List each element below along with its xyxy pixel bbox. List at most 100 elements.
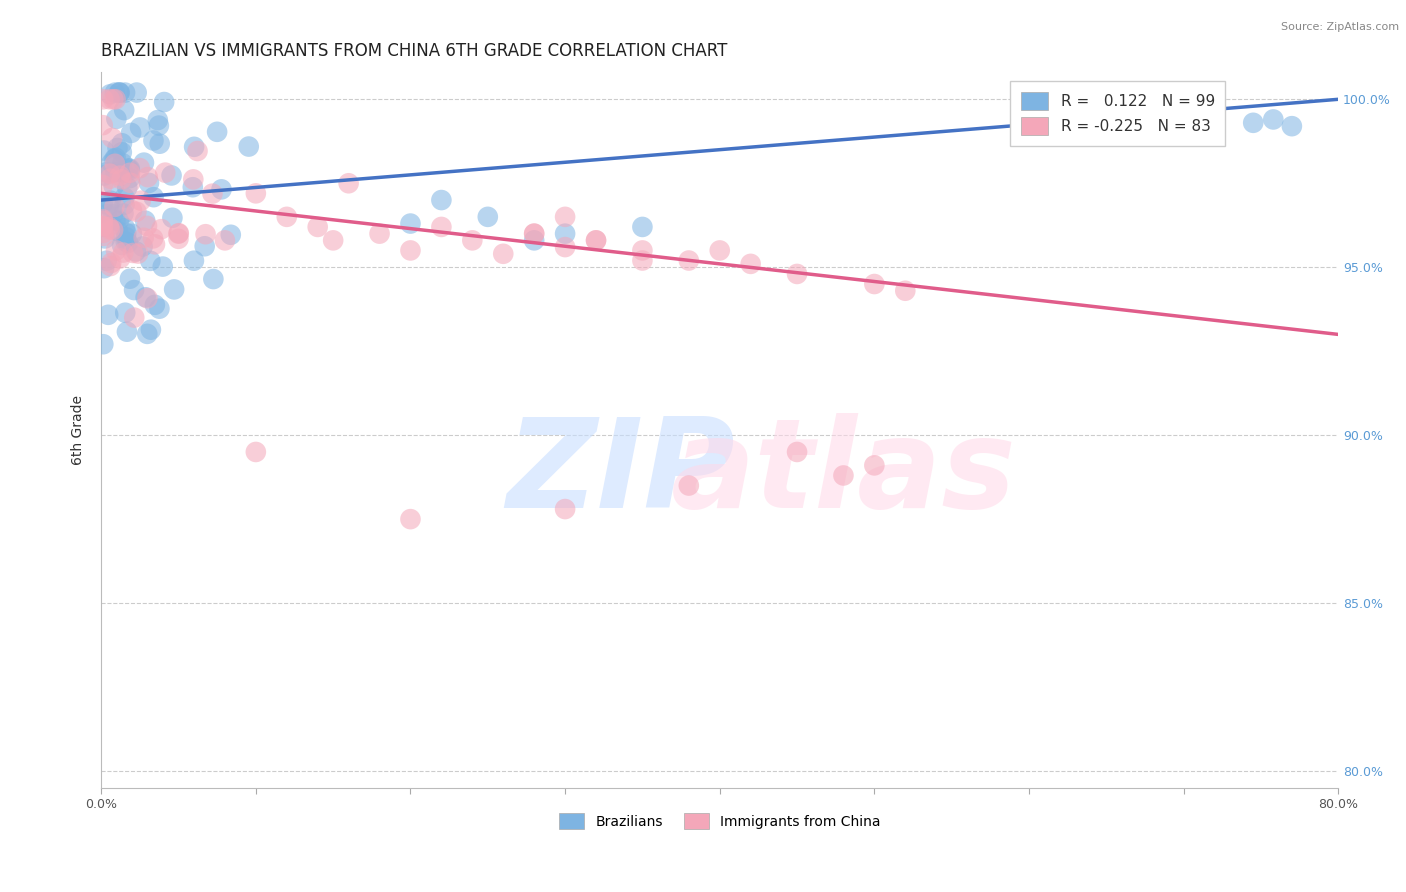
Point [104, 165, 127, 179]
Point [108, 86, 131, 100]
Point [91, 197, 114, 211]
Point [98, 92, 121, 106]
Point [142, 134, 165, 148]
Point [134, 213, 156, 227]
Point [139, 323, 162, 337]
Point [128, 161, 150, 175]
Point [307, 219, 329, 234]
Point [114, 191, 136, 205]
Point [96, 165, 118, 179]
Point [523, 227, 546, 241]
Point [118, 171, 141, 186]
Point [167, 232, 190, 246]
Text: BRAZILIAN VS IMMIGRANTS FROM CHINA 6TH GRADE CORRELATION CHART: BRAZILIAN VS IMMIGRANTS FROM CHINA 6TH G… [101, 42, 727, 60]
Point [100, 218, 122, 232]
Point [152, 260, 174, 274]
Point [114, 198, 136, 212]
Point [186, 144, 208, 158]
Point [108, 86, 131, 100]
Point [111, 136, 134, 151]
Point [181, 172, 204, 186]
Point [97, 198, 120, 212]
Point [112, 103, 135, 117]
Point [149, 136, 172, 151]
Point [122, 246, 145, 260]
Point [107, 141, 129, 155]
Point [110, 172, 132, 186]
Legend: Brazilians, Immigrants from China: Brazilians, Immigrants from China [554, 807, 886, 835]
Point [554, 240, 576, 254]
Point [1281, 119, 1303, 133]
Point [148, 119, 170, 133]
Point [863, 458, 886, 473]
Point [1142, 103, 1164, 117]
Point [91, 214, 114, 228]
Point [118, 161, 141, 176]
Point [214, 233, 236, 247]
Point [91, 219, 114, 234]
Point [461, 233, 484, 247]
Point [142, 231, 165, 245]
Point [121, 203, 143, 218]
Point [107, 224, 129, 238]
Point [631, 219, 654, 234]
Point [103, 200, 125, 214]
Point [201, 186, 224, 201]
Point [139, 253, 162, 268]
Point [709, 244, 731, 258]
Point [181, 180, 204, 194]
Point [111, 238, 134, 252]
Point [219, 227, 242, 242]
Point [368, 227, 391, 241]
Point [118, 271, 141, 285]
Point [91, 219, 114, 233]
Point [894, 284, 917, 298]
Point [211, 182, 233, 196]
Point [143, 237, 166, 252]
Point [91, 219, 114, 234]
Text: Source: ZipAtlas.com: Source: ZipAtlas.com [1281, 22, 1399, 32]
Point [93, 226, 115, 240]
Point [678, 253, 700, 268]
Point [132, 155, 155, 169]
Point [91, 337, 114, 351]
Point [136, 170, 159, 185]
Point [136, 219, 159, 233]
Point [108, 252, 131, 266]
Point [121, 227, 143, 241]
Point [93, 261, 115, 276]
Point [554, 227, 576, 241]
Point [631, 253, 654, 268]
Point [194, 239, 217, 253]
Point [111, 156, 134, 170]
Point [162, 211, 184, 225]
Point [103, 207, 125, 221]
Point [245, 186, 267, 201]
Point [96, 207, 118, 221]
Point [104, 213, 127, 227]
Point [202, 272, 225, 286]
Point [786, 445, 808, 459]
Point [122, 283, 145, 297]
Point [129, 194, 152, 208]
Point [91, 92, 114, 106]
Point [523, 233, 546, 247]
Point [94, 231, 117, 245]
Y-axis label: 6th Grade: 6th Grade [72, 395, 86, 465]
Point [98, 171, 121, 186]
Point [114, 86, 136, 100]
Point [136, 291, 159, 305]
Point [1263, 112, 1285, 127]
Point [492, 247, 515, 261]
Point [183, 140, 205, 154]
Point [142, 190, 165, 204]
Point [104, 86, 127, 100]
Point [477, 210, 499, 224]
Point [111, 165, 134, 179]
Point [125, 244, 148, 259]
Point [399, 217, 422, 231]
Point [108, 169, 131, 183]
Point [115, 226, 138, 240]
Point [136, 326, 159, 341]
Point [104, 92, 127, 106]
